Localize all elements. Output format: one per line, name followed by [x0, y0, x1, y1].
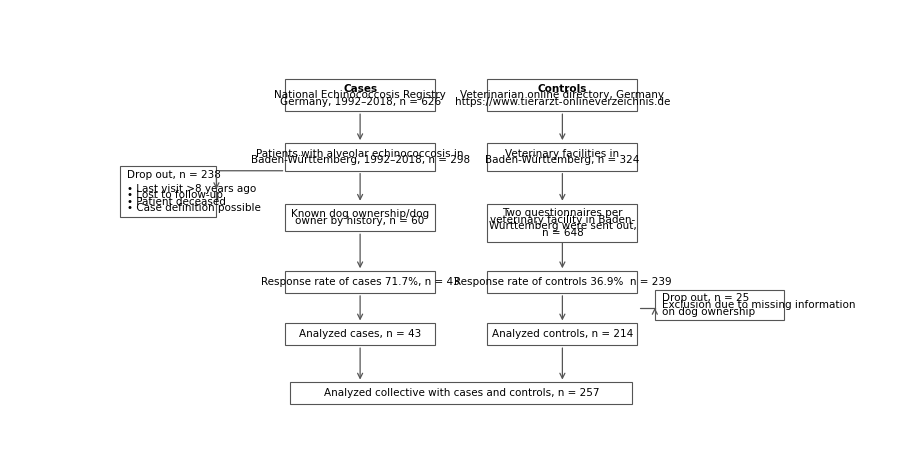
Text: Response rate of controls 36.9%  n = 239: Response rate of controls 36.9% n = 239	[454, 277, 671, 287]
FancyBboxPatch shape	[285, 271, 435, 293]
Text: Analyzed controls, n = 214: Analyzed controls, n = 214	[491, 329, 633, 339]
FancyBboxPatch shape	[488, 143, 637, 171]
FancyBboxPatch shape	[285, 143, 435, 171]
FancyBboxPatch shape	[488, 323, 637, 345]
Text: Veterinary facilities in: Veterinary facilities in	[505, 149, 619, 159]
Text: Drop out, n = 238: Drop out, n = 238	[127, 171, 221, 181]
Text: Veterinarian online directory, Germany: Veterinarian online directory, Germany	[461, 90, 664, 100]
FancyBboxPatch shape	[121, 166, 216, 218]
Text: Drop out, n = 25: Drop out, n = 25	[662, 293, 749, 303]
FancyBboxPatch shape	[488, 79, 637, 111]
FancyBboxPatch shape	[291, 383, 632, 404]
Text: Controls: Controls	[537, 83, 587, 94]
Text: owner by history, n = 60: owner by history, n = 60	[295, 216, 425, 226]
Text: Cases: Cases	[343, 83, 377, 94]
Text: Analyzed collective with cases and controls, n = 257: Analyzed collective with cases and contr…	[323, 388, 599, 398]
FancyBboxPatch shape	[285, 323, 435, 345]
Text: https://www.tierarzt-onlineverzeichnis.de: https://www.tierarzt-onlineverzeichnis.d…	[454, 97, 670, 107]
Text: Baden-Württemberg, n = 324: Baden-Württemberg, n = 324	[485, 155, 640, 165]
Text: Known dog ownership/dog: Known dog ownership/dog	[291, 209, 429, 219]
Text: on dog ownership: on dog ownership	[662, 307, 755, 317]
Text: • Lost to follow-up: • Lost to follow-up	[127, 190, 223, 200]
Text: Germany, 1992–2018, n = 626: Germany, 1992–2018, n = 626	[280, 97, 441, 107]
FancyBboxPatch shape	[655, 291, 784, 319]
Text: Württemberg were sent out,: Württemberg were sent out,	[489, 221, 636, 231]
FancyBboxPatch shape	[285, 79, 435, 111]
Text: n = 648: n = 648	[542, 228, 583, 238]
Text: • Patient deceased: • Patient deceased	[127, 197, 226, 207]
Text: Response rate of cases 71.7%, n = 43: Response rate of cases 71.7%, n = 43	[261, 277, 460, 287]
Text: National Echinococcosis Registry: National Echinococcosis Registry	[274, 90, 446, 100]
Text: Patients with alveolar echinococcosis in: Patients with alveolar echinococcosis in	[256, 149, 464, 159]
Text: • Case definition possible: • Case definition possible	[127, 203, 261, 213]
Text: • Last visit >8 years ago: • Last visit >8 years ago	[127, 183, 256, 194]
Text: veterinary facility in Baden-: veterinary facility in Baden-	[490, 215, 635, 225]
Text: Baden-Württemberg, 1992–2018, n = 298: Baden-Württemberg, 1992–2018, n = 298	[250, 155, 470, 165]
Text: Analyzed cases, n = 43: Analyzed cases, n = 43	[299, 329, 421, 339]
FancyBboxPatch shape	[488, 271, 637, 293]
FancyBboxPatch shape	[285, 204, 435, 231]
Text: Two questionnaires per: Two questionnaires per	[502, 208, 623, 218]
FancyBboxPatch shape	[488, 204, 637, 242]
Text: Exclusion due to missing information: Exclusion due to missing information	[662, 300, 855, 310]
